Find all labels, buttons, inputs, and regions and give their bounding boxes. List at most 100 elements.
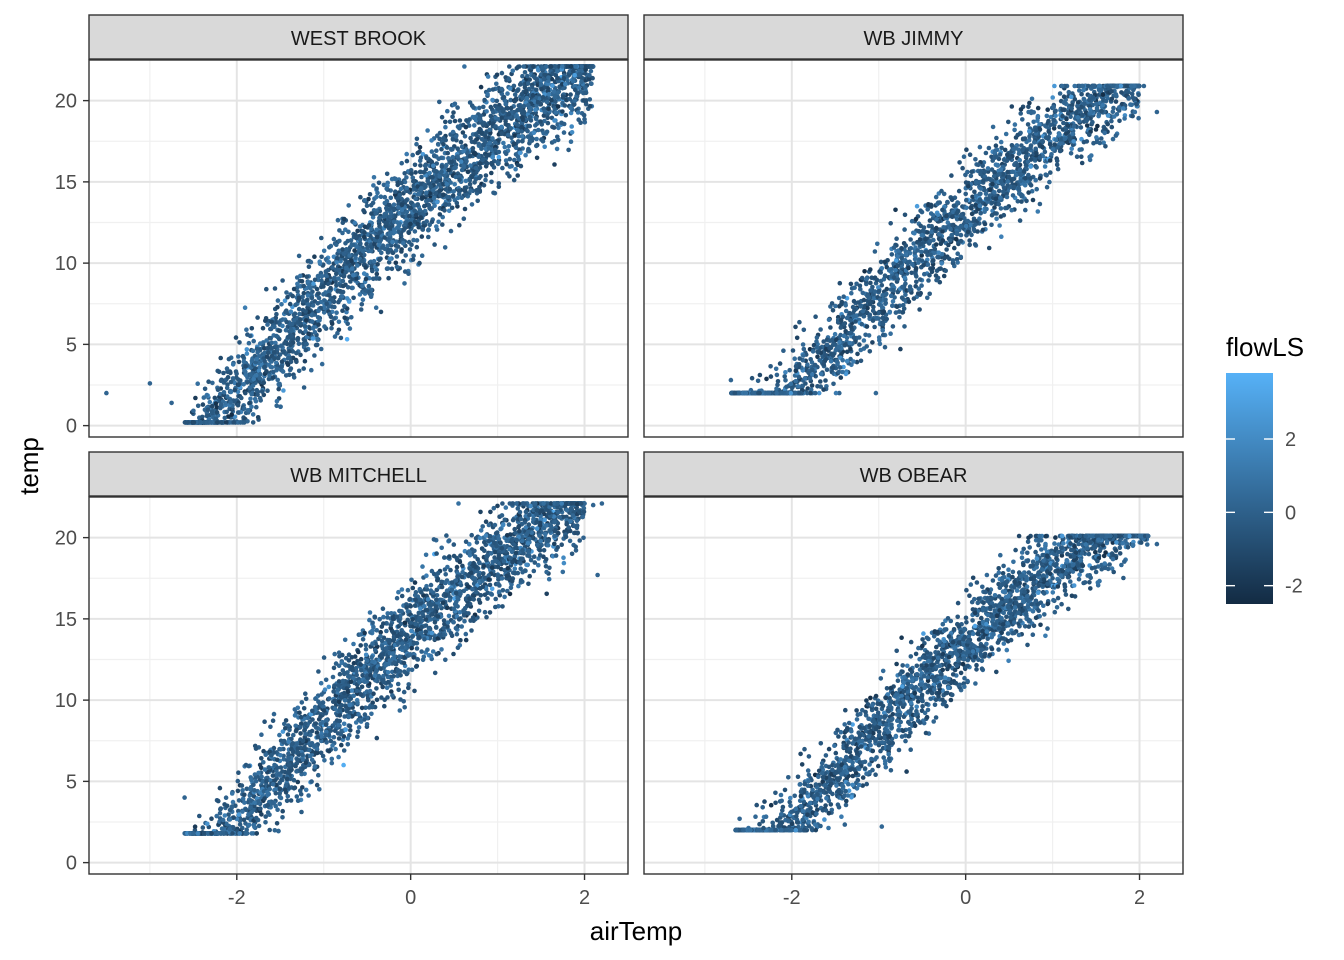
data-point [351,273,356,278]
data-point [298,317,303,322]
data-point [329,321,335,327]
data-point [505,106,510,111]
data-point [408,221,413,227]
data-point [209,409,215,415]
data-point [555,90,561,96]
data-point [305,293,311,298]
data-point [275,377,281,383]
data-point [315,337,320,343]
data-point [1006,119,1011,125]
data-point [955,260,960,265]
data-point [768,364,773,369]
data-point [285,355,291,361]
data-point [839,302,844,307]
data-point [367,192,373,197]
data-point [782,374,787,379]
data-point [1028,183,1034,188]
data-point [929,229,934,235]
data-point [935,212,941,218]
data-point [455,154,460,159]
data-point [280,369,286,374]
data-point [382,200,388,206]
data-point [344,247,349,252]
data-point [322,324,327,329]
data-point [363,276,369,282]
scatter-points [104,64,596,425]
data-point [248,372,253,378]
data-point [989,222,994,228]
data-point [516,133,521,139]
data-point [858,358,864,364]
data-point [1102,130,1107,136]
data-point [354,235,359,241]
data-point [302,324,308,329]
data-point [480,121,485,126]
data-point [838,375,844,380]
data-point [521,64,526,69]
data-point [459,144,465,149]
data-point [795,384,801,389]
data-point [483,173,489,178]
data-point [1013,172,1019,178]
data-point [891,287,896,293]
data-point [775,382,780,388]
data-point [539,137,544,142]
data-point [568,64,574,69]
data-point [264,286,269,292]
data-point [428,184,434,189]
data-point [493,124,498,129]
data-point [841,333,847,339]
data-point [251,376,256,382]
data-point [246,340,252,346]
data-point [191,408,196,414]
data-point [787,367,792,373]
data-point [417,207,423,213]
data-point [254,356,260,362]
data-point [346,203,352,208]
data-point [298,273,303,279]
data-point [392,229,398,235]
data-point [1019,143,1024,148]
data-point [463,178,469,184]
data-point [335,288,341,294]
data-point [331,236,337,242]
data-point [501,140,506,146]
data-point [972,222,978,227]
data-point [1057,91,1063,96]
data-point [862,269,867,274]
data-point [1124,88,1129,94]
data-point [511,177,517,183]
data-point [440,222,445,227]
data-point [902,275,908,281]
data-point [487,140,493,146]
data-point [527,148,532,154]
data-point [284,290,289,295]
data-point [957,160,962,165]
data-point [533,115,539,121]
data-point [972,242,978,247]
data-point [894,304,900,310]
data-point [244,351,250,356]
data-point [337,228,342,233]
data-point [517,150,523,156]
data-point [366,223,372,228]
data-point [402,226,407,231]
data-point [582,116,587,122]
data-point [1132,109,1138,115]
data-point [908,246,914,251]
data-point [884,286,890,292]
data-point [1113,92,1119,97]
data-point [336,248,342,254]
data-point [250,348,256,354]
data-point [550,83,555,88]
data-point [275,298,281,303]
data-point [950,214,955,220]
data-point [329,325,334,331]
data-point [224,385,230,391]
data-point [321,292,326,297]
data-point [185,420,191,425]
data-point [774,386,779,392]
data-point [579,64,584,69]
data-point [266,350,271,356]
